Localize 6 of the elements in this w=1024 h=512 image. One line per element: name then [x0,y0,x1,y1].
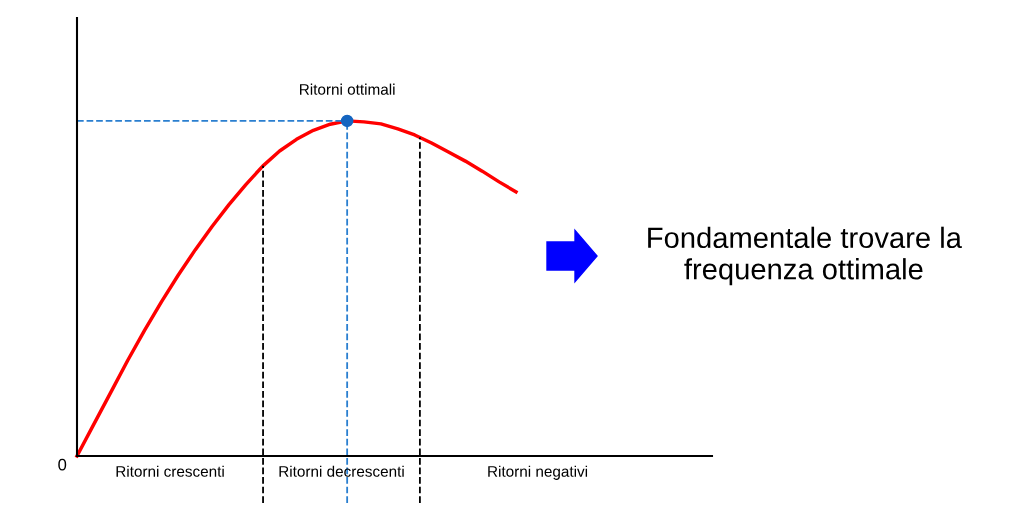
text: Ritorni decrescenti [279,465,404,477]
text: 0 [58,458,67,471]
text: Fondamentale trovare la frequenza ottimale [648,226,962,286]
text: Ritorni crescenti [116,465,224,477]
text: Ritorni ottimali [300,83,395,95]
text: Ritorni negativi [488,465,588,480]
